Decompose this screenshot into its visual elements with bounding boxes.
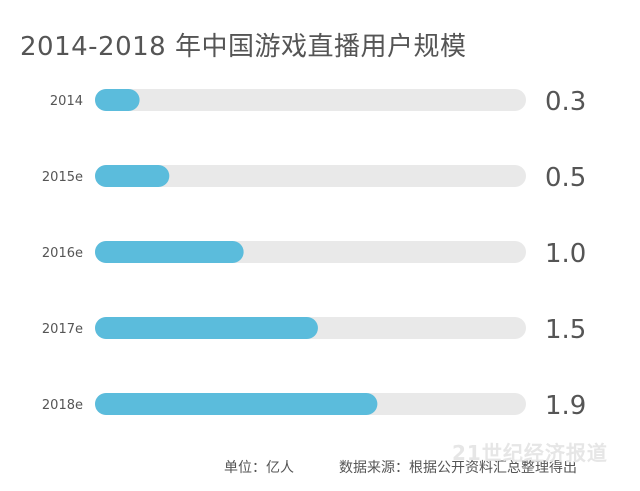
bar xyxy=(95,393,378,415)
unit-note: 单位：亿人 xyxy=(224,460,294,476)
source-note: 数据来源：根据公开资料汇总整理得出 xyxy=(339,460,577,476)
bar xyxy=(95,89,140,111)
watermark-logo: 21世纪经济报道 xyxy=(452,441,608,465)
bar-track xyxy=(95,89,526,111)
value-label: 1.5 xyxy=(545,315,586,345)
value-label: 0.3 xyxy=(545,87,586,117)
category-label: 2016e xyxy=(42,246,83,261)
category-label: 2017e xyxy=(42,322,83,337)
value-label: 1.0 xyxy=(545,239,586,269)
value-label: 1.9 xyxy=(545,391,586,421)
bar xyxy=(95,241,244,263)
bar-track xyxy=(95,165,526,187)
value-label: 0.5 xyxy=(545,163,586,193)
chart-title: 2014-2018 年中国游戏直播用户规模 xyxy=(20,32,467,62)
bar xyxy=(95,165,170,187)
category-label: 2018e xyxy=(42,398,83,413)
category-label: 2014 xyxy=(50,94,83,109)
bar xyxy=(95,317,318,339)
category-label: 2015e xyxy=(42,170,83,185)
